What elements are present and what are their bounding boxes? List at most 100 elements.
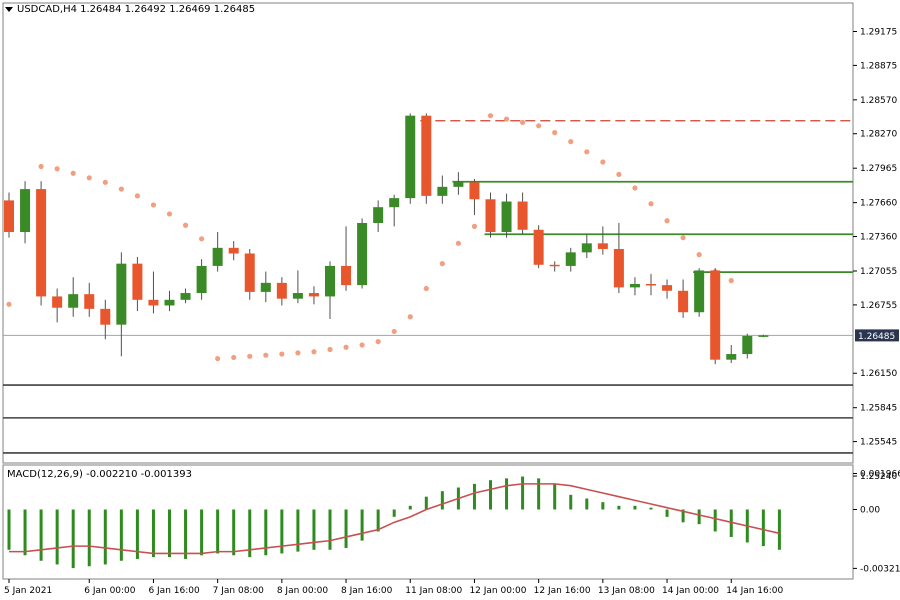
candle-body [100, 308, 111, 325]
sar-dot [407, 314, 413, 320]
sar-dot [150, 202, 157, 208]
x-tick-label: 12 Jan 00:00 [469, 586, 526, 596]
sar-dot [520, 119, 526, 126]
sar-dot [70, 170, 76, 176]
sar-dot [38, 163, 44, 170]
sar-dot [455, 240, 461, 246]
candle-body [533, 229, 544, 265]
x-tick-label: 6 Jan 16:00 [148, 586, 200, 596]
candle-body [742, 335, 753, 355]
candle-body [244, 253, 255, 292]
sar-dot [664, 218, 670, 224]
sar-dot [86, 175, 92, 181]
y-tick-label: 1.25545 [860, 438, 897, 448]
sar-dot [487, 113, 494, 119]
y-tick-label: 1.26755 [860, 301, 897, 311]
candle-body [629, 283, 640, 288]
candle-body [308, 293, 319, 297]
x-tick-label: 5 Jan 2021 [4, 586, 52, 596]
sar-dot [215, 355, 221, 362]
sar-dot [263, 352, 269, 358]
candle-body [84, 294, 95, 309]
candle-body [517, 201, 528, 230]
sar-dot [375, 339, 381, 345]
macd-y-tick-label: 0.001966 [860, 470, 900, 480]
main-plot-frame [2, 2, 854, 464]
candle-body [501, 201, 512, 233]
sar-dot [6, 301, 12, 307]
candle-body [565, 252, 576, 266]
x-tick-label: 7 Jan 08:00 [213, 586, 265, 596]
sar-dot [134, 193, 140, 199]
macd-y-tick-label: -0.003216 [860, 564, 900, 574]
candle-body [694, 270, 705, 313]
sar-dot [600, 159, 606, 165]
candle-body [678, 290, 689, 313]
sar-dot [343, 344, 349, 350]
sar-dot [423, 285, 429, 292]
candle-body [405, 115, 416, 199]
y-tick-label: 1.25240 [860, 472, 897, 482]
sar-dot [247, 353, 253, 359]
x-tick-label: 12 Jan 16:00 [534, 586, 591, 596]
sar-dot [118, 186, 124, 192]
candle-body [228, 247, 239, 254]
candle-body [196, 265, 207, 294]
sar-dot [552, 130, 558, 136]
sar-dot [536, 123, 542, 129]
x-tick-label: 13 Jan 08:00 [598, 586, 655, 596]
sar-dot [231, 354, 237, 361]
macd-y-tick-label: 0.00 [860, 506, 880, 516]
symbol-header: USDCAD,H4 1.26484 1.26492 1.26469 1.2648… [5, 4, 255, 15]
y-tick-label: 1.27055 [860, 267, 897, 277]
candle-body [646, 283, 656, 286]
sar-dot [648, 201, 654, 207]
y-tick-label: 1.26150 [860, 369, 897, 379]
sar-dot [102, 179, 108, 185]
candle-body [373, 207, 384, 223]
candle-body [52, 296, 63, 308]
candle-body [581, 243, 592, 253]
sar-dot [311, 349, 317, 355]
sar-dot [279, 351, 285, 357]
x-tick-label: 8 Jan 00:00 [277, 586, 329, 596]
sar-dot [680, 235, 686, 241]
macd-signal-line [9, 483, 780, 555]
y-tick-label: 1.27660 [860, 199, 897, 209]
x-tick-label: 14 Jan 00:00 [662, 586, 719, 596]
macd-header: MACD(12,26,9) -0.002210 -0.001393 [7, 469, 192, 480]
candle-body [597, 243, 608, 249]
candle-body [325, 265, 335, 297]
candle-body [469, 182, 480, 200]
x-tick-label: 8 Jan 16:00 [341, 586, 393, 596]
candle-body [68, 294, 79, 308]
sar-dot [471, 223, 478, 229]
sar-dot [295, 350, 301, 356]
sar-dot [182, 222, 189, 228]
candle-body [710, 270, 721, 360]
sar-dot [503, 116, 510, 122]
macd-plot-frame [2, 464, 854, 580]
candle-body [389, 198, 400, 208]
sar-dot [696, 252, 702, 258]
sar-dot [359, 342, 365, 348]
candle-body [260, 282, 271, 292]
sar-dot [728, 278, 734, 284]
candle-body [132, 263, 143, 300]
y-tick-label: 1.27360 [860, 233, 897, 243]
candle-body [549, 264, 560, 267]
candle-body [20, 189, 31, 233]
sar-dot [166, 211, 173, 217]
candle-body [662, 285, 673, 291]
candle-body [613, 248, 624, 288]
sar-dot [391, 328, 397, 335]
candle-body [421, 115, 432, 196]
y-tick-label: 1.28270 [860, 130, 897, 140]
dropdown-arrow-icon[interactable] [5, 6, 13, 12]
candle-body [758, 335, 769, 337]
candle-body [726, 354, 737, 360]
x-tick-label: 6 Jan 00:00 [84, 586, 136, 596]
current-price-label: 1.26485 [858, 332, 895, 342]
candle-body [148, 299, 159, 306]
